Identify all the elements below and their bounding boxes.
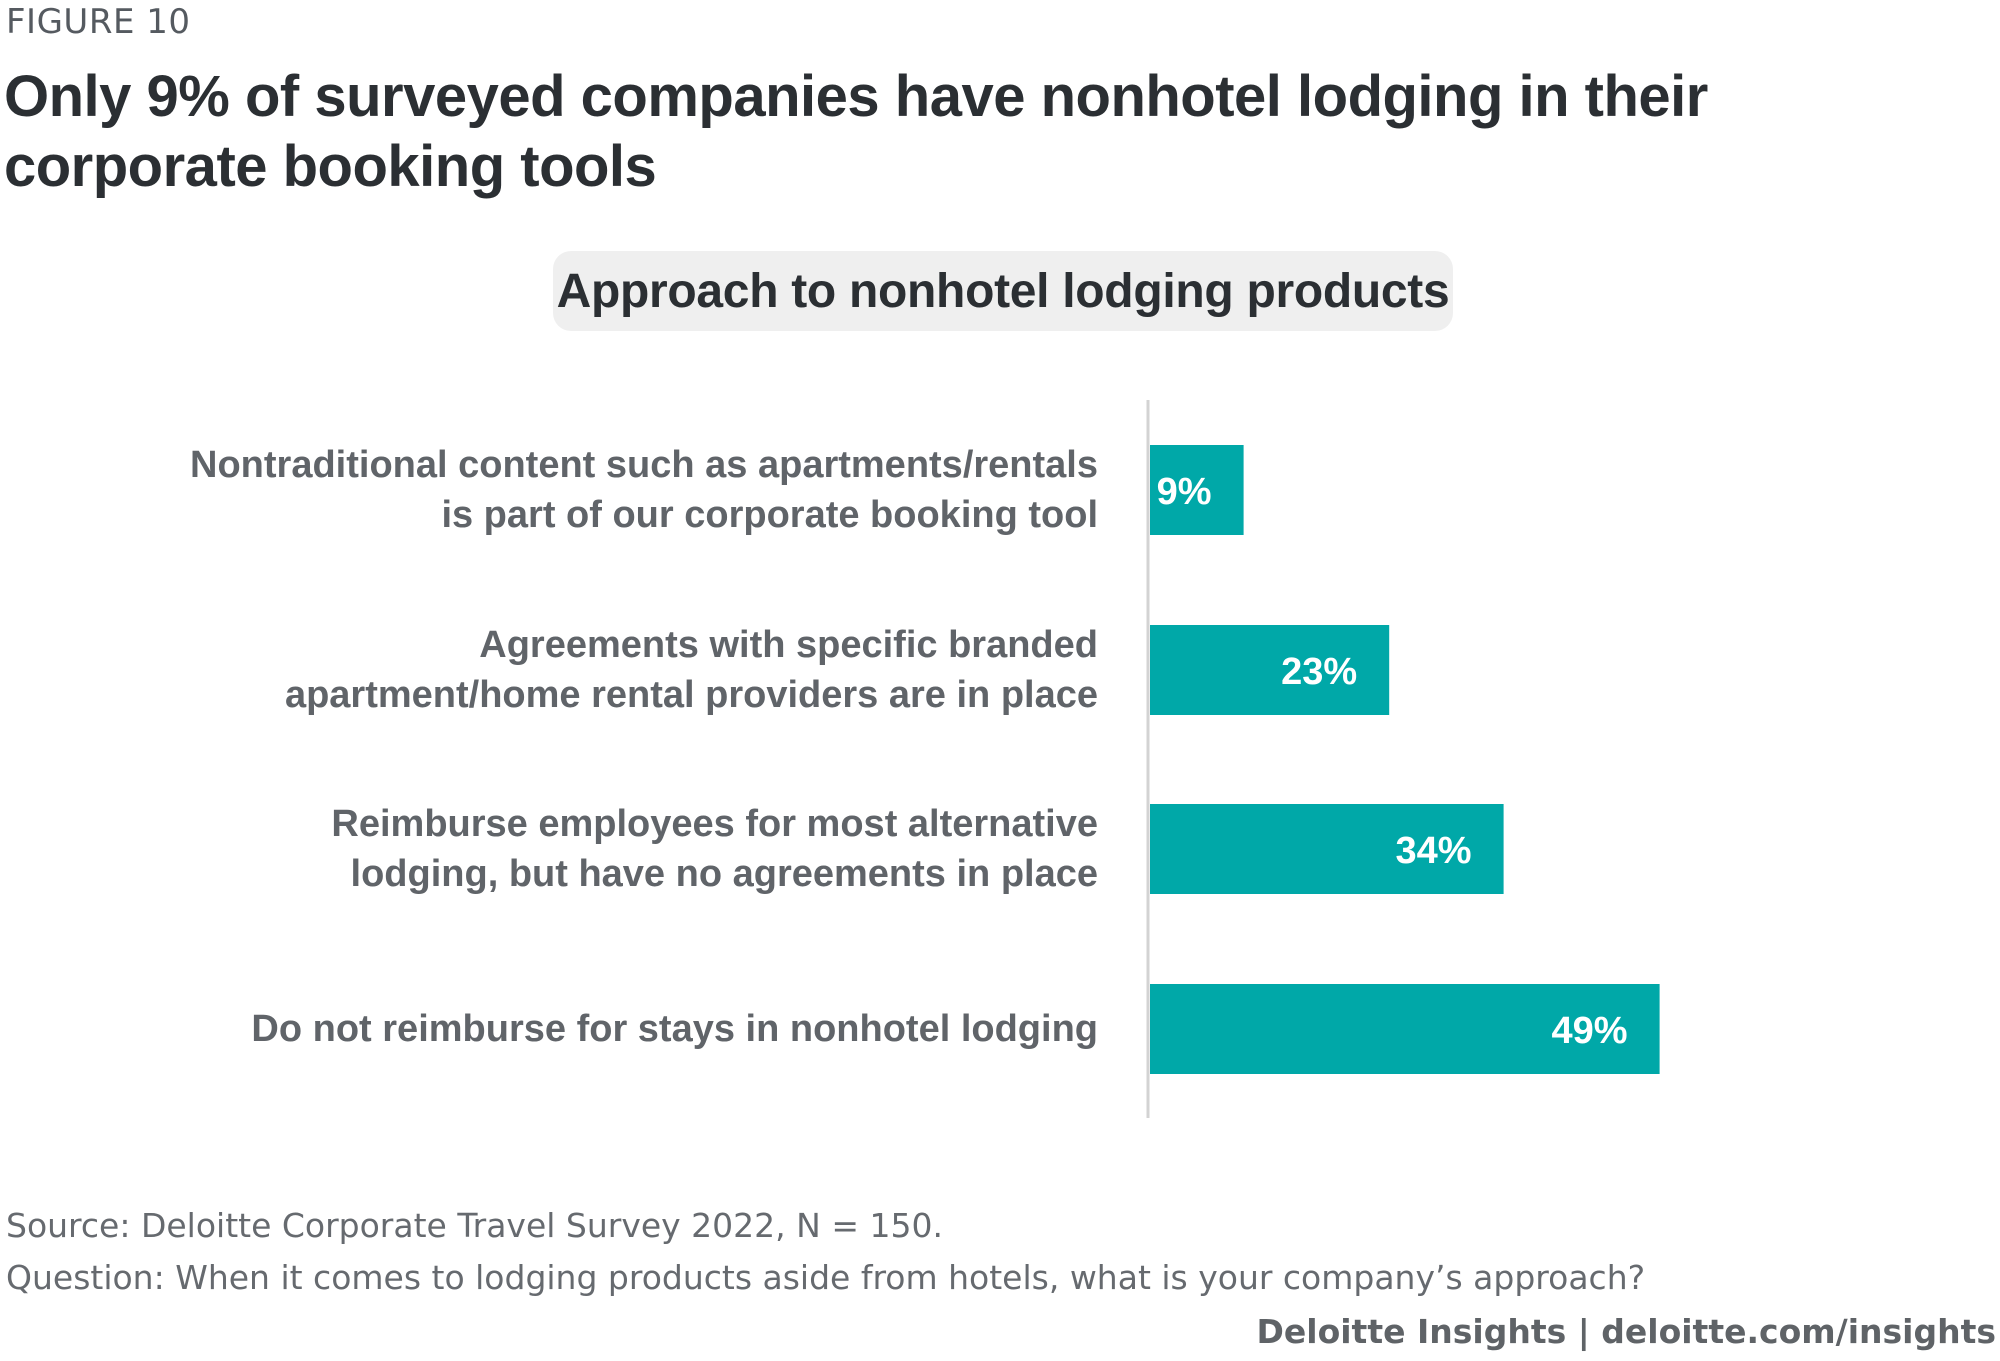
bar-value-label-1: 9%: [1157, 471, 1212, 513]
category-label-3-line-1: Reimburse employees for most alternative: [331, 803, 1098, 845]
figure-label: FIGURE 10: [6, 2, 191, 42]
category-label-2-line-2: apartment/home rental providers are in p…: [285, 674, 1098, 716]
category-label-1-line-1: Nontraditional content such as apartment…: [190, 444, 1098, 486]
category-label-2-line-1: Agreements with specific branded: [479, 624, 1098, 666]
category-label-3-line-2: lodging, but have no agreements in place: [351, 853, 1098, 895]
bar-3: [1150, 804, 1504, 894]
bar-value-label-3: 34%: [1396, 830, 1472, 872]
category-label-4-line-1: Do not reimburse for stays in nonhotel l…: [251, 1008, 1098, 1050]
figure-title: Only 9% of surveyed companies have nonho…: [4, 64, 1708, 199]
bar-value-label-2: 23%: [1281, 651, 1357, 693]
source-notes: Source: Deloitte Corporate Travel Survey…: [6, 1200, 1645, 1304]
bar-2: [1150, 625, 1390, 715]
chart-title-pill: Approach to nonhotel lodging products: [553, 251, 1453, 331]
chart-title: Approach to nonhotel lodging products: [556, 264, 1450, 318]
question-text: Question: When it comes to lodging produ…: [6, 1258, 1646, 1297]
category-label-1-line-2: is part of our corporate booking tool: [441, 494, 1098, 536]
bar-value-label-4: 49%: [1552, 1010, 1628, 1052]
bar-4: [1150, 984, 1660, 1074]
bar-1: [1150, 445, 1244, 535]
source-text: Source: Deloitte Corporate Travel Survey…: [6, 1206, 943, 1245]
brand-footer: Deloitte Insights | deloitte.com/insight…: [1256, 1312, 1996, 1351]
